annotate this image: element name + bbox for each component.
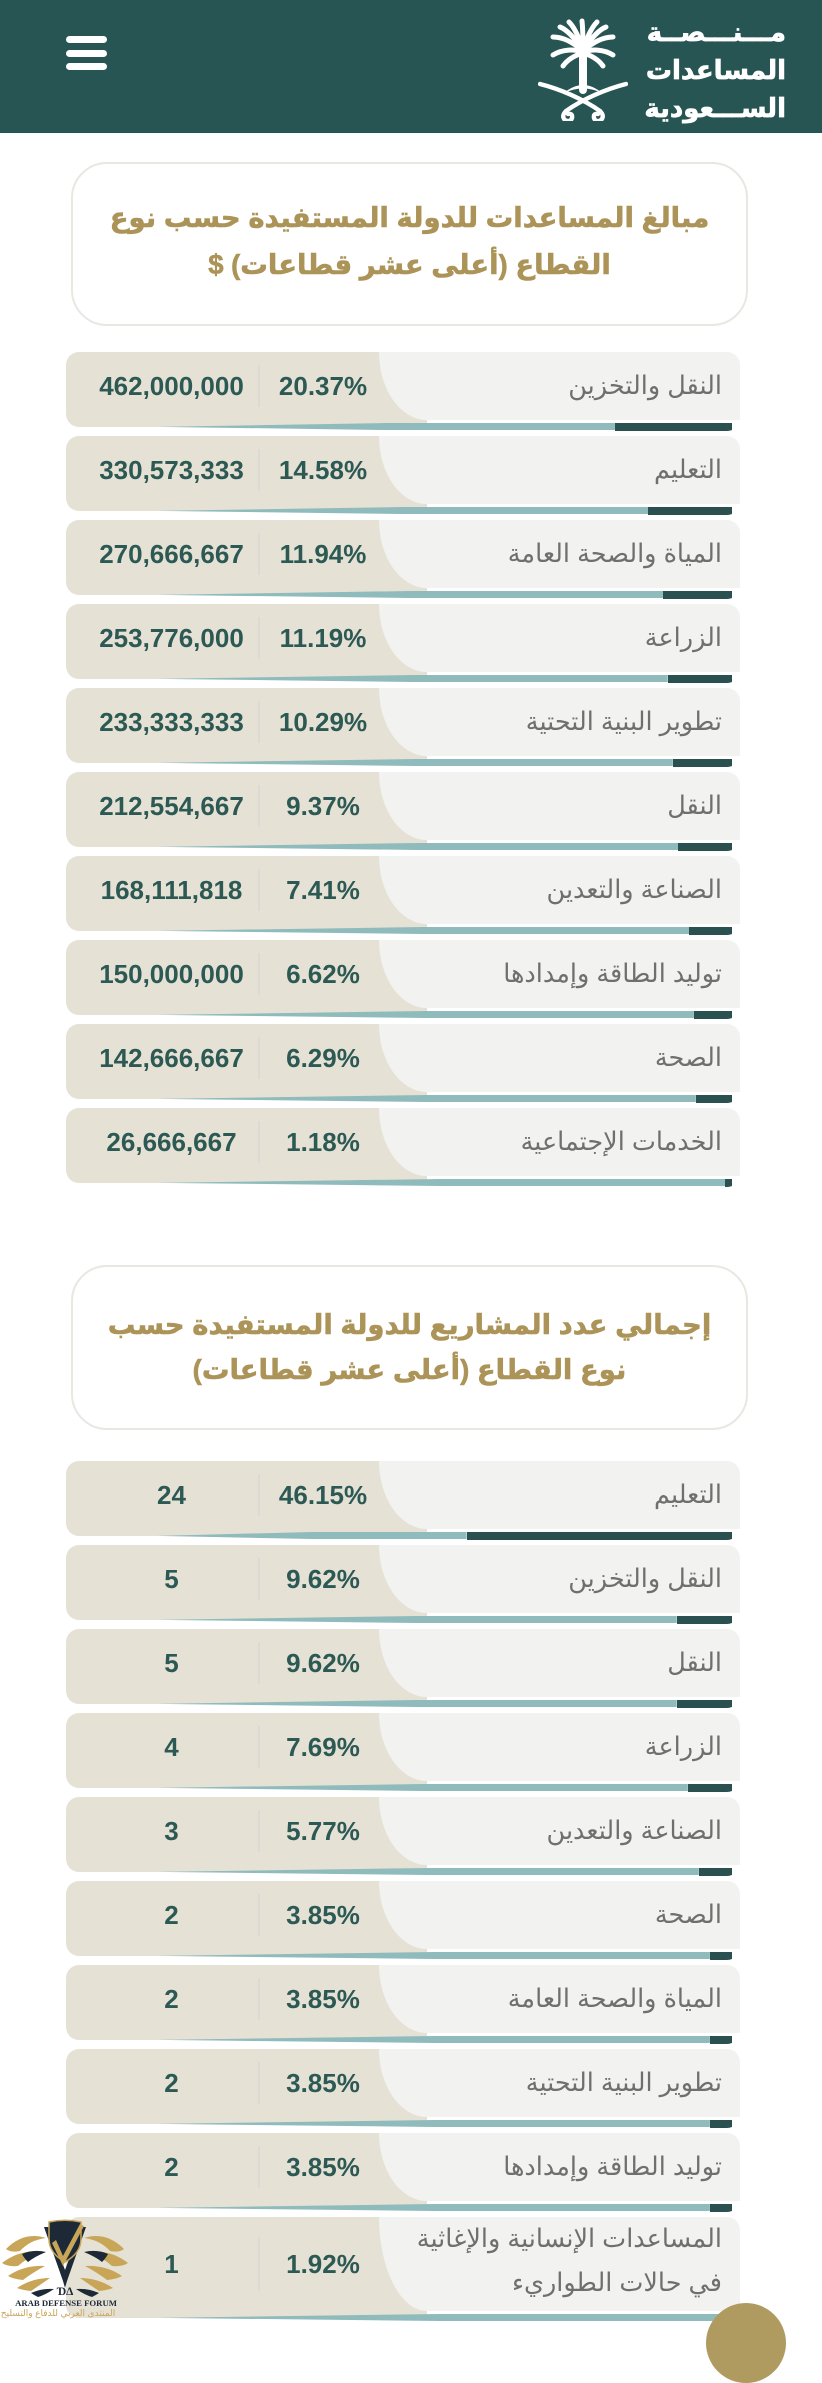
svg-text:ARAB DEFENSE FORUM: ARAB DEFENSE FORUM [15, 2298, 117, 2308]
svg-text:المنتدى العربي للدفاع والتسليح: المنتدى العربي للدفاع والتسليح [1, 2308, 115, 2318]
svg-text:ƊΔ: ƊΔ [57, 2286, 74, 2298]
